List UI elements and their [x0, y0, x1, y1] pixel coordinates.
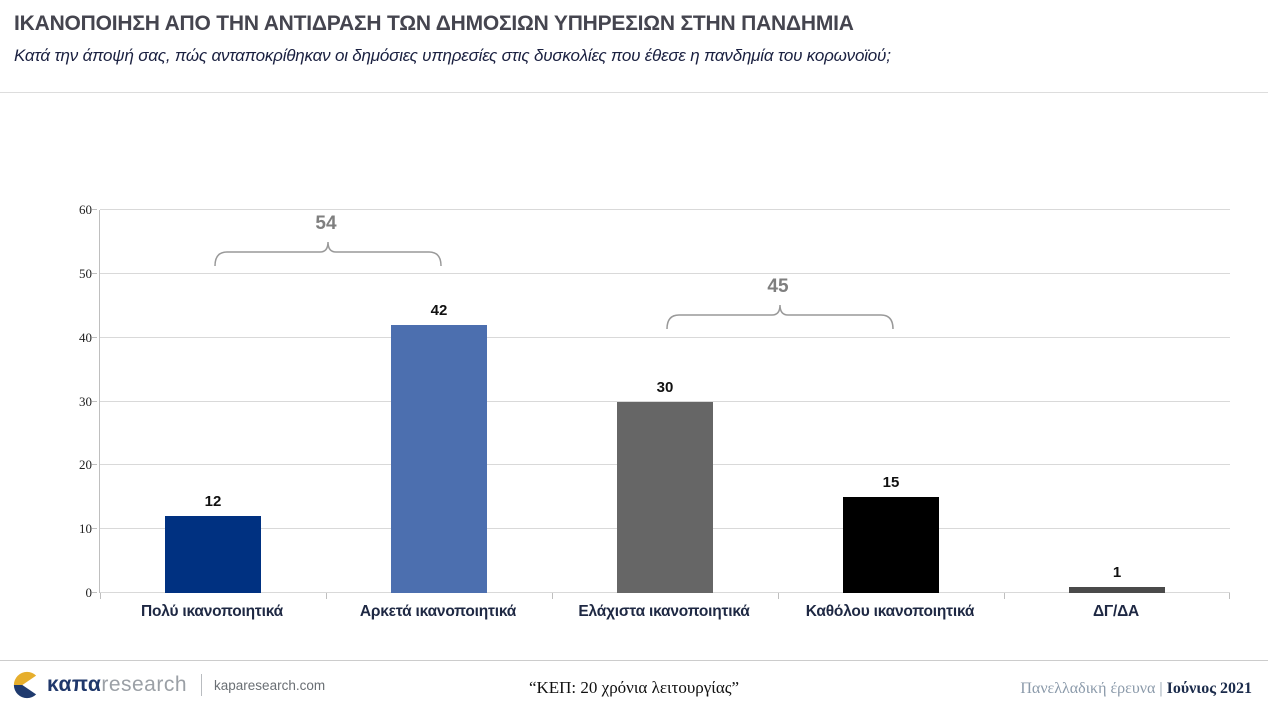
y-tick-mark	[92, 592, 97, 593]
chart-title: ΙΚΑΝΟΠΟΙΗΣΗ ΑΠΟ ΤΗΝ ΑΝΤΙΔΡΑΣΗ ΤΩΝ ΔΗΜΟΣΙ…	[14, 12, 854, 35]
y-tick-label: 60	[79, 202, 92, 217]
category-tick	[552, 593, 553, 599]
y-axis: 0 10 20 30 40 50 60	[0, 202, 97, 600]
y-tick-label: 40	[79, 329, 92, 345]
category-tick	[100, 593, 101, 599]
bar-value-label: 1	[1112, 563, 1122, 581]
bracket	[665, 301, 895, 331]
bar-value-label: 12	[204, 493, 222, 511]
x-axis-label: Καθόλου ικανοποιητικά	[805, 603, 975, 620]
y-tick-label: 10	[79, 521, 92, 537]
bar	[843, 497, 939, 593]
plot-area: 12 42 30 15 1 54 45	[99, 209, 1230, 599]
category-tick	[778, 593, 779, 599]
bracket-shape	[666, 305, 894, 330]
y-tick-label: 0	[85, 585, 93, 600]
gridline	[100, 400, 1230, 402]
x-axis-label: Πολύ ικανοποιητικά	[141, 603, 283, 620]
gridline	[100, 209, 1230, 210]
y-tick-mark	[92, 400, 97, 402]
category-tick	[326, 593, 327, 599]
bracket	[213, 238, 443, 268]
y-tick-mark	[92, 464, 97, 466]
chart-subtitle: Κατά την άποψή σας, πώς ανταποκρίθηκαν ο…	[14, 46, 891, 65]
y-tick-label: 20	[79, 457, 92, 473]
bar-value-label: 15	[882, 474, 900, 492]
gridline	[100, 336, 1230, 338]
brand-divider	[201, 674, 203, 696]
kapa-research-logo-icon	[13, 671, 42, 699]
bar-value-label: 30	[656, 378, 674, 396]
bar	[165, 516, 261, 593]
y-tick-mark	[92, 272, 97, 274]
meta-separator: |	[1159, 680, 1163, 697]
survey-title: “ΚΕΠ: 20 χρόνια λειτουργίας”	[528, 678, 740, 697]
x-axis-label: Ελάχιστα ικανοποιητικά	[578, 603, 750, 620]
gridline	[100, 272, 1230, 274]
bar-value-label: 42	[430, 301, 448, 319]
brand-website[interactable]: kaparesearch.com	[214, 677, 326, 693]
header-divider	[0, 92, 1268, 93]
survey-meta: Πανελλαδική έρευνα | Ιούνιος 2021	[1020, 680, 1252, 698]
category-tick	[1004, 593, 1005, 599]
footer-divider	[0, 660, 1268, 661]
brand-name-kapa: καπα	[47, 673, 102, 696]
brand-block: καπα research kaparesearch.com	[12, 670, 325, 700]
y-tick-label: 30	[79, 393, 92, 409]
x-axis-label: ΔΓ/ΔΑ	[1092, 603, 1140, 620]
survey-date: Ιούνιος 2021	[1166, 680, 1252, 697]
x-axis-label: Αρκετά ικανοποιητικά	[359, 603, 517, 620]
bracket-value-label: 54	[315, 212, 337, 234]
y-tick-mark	[92, 336, 97, 338]
y-tick-label: 50	[79, 265, 92, 281]
y-tick-mark	[92, 209, 97, 210]
survey-scope: Πανελλαδική έρευνα	[1020, 680, 1156, 697]
bracket-value-label: 45	[767, 276, 789, 298]
bar	[391, 324, 487, 593]
brand-name-research: research	[101, 673, 188, 696]
bracket-shape	[214, 241, 442, 266]
bar	[617, 401, 713, 593]
category-tick	[1229, 593, 1230, 599]
bar	[1069, 586, 1165, 593]
x-axis: Πολύ ικανοποιητικά Αρκετά ικανοποιητικά Ελ…	[99, 603, 1229, 627]
y-tick-mark	[92, 528, 97, 530]
